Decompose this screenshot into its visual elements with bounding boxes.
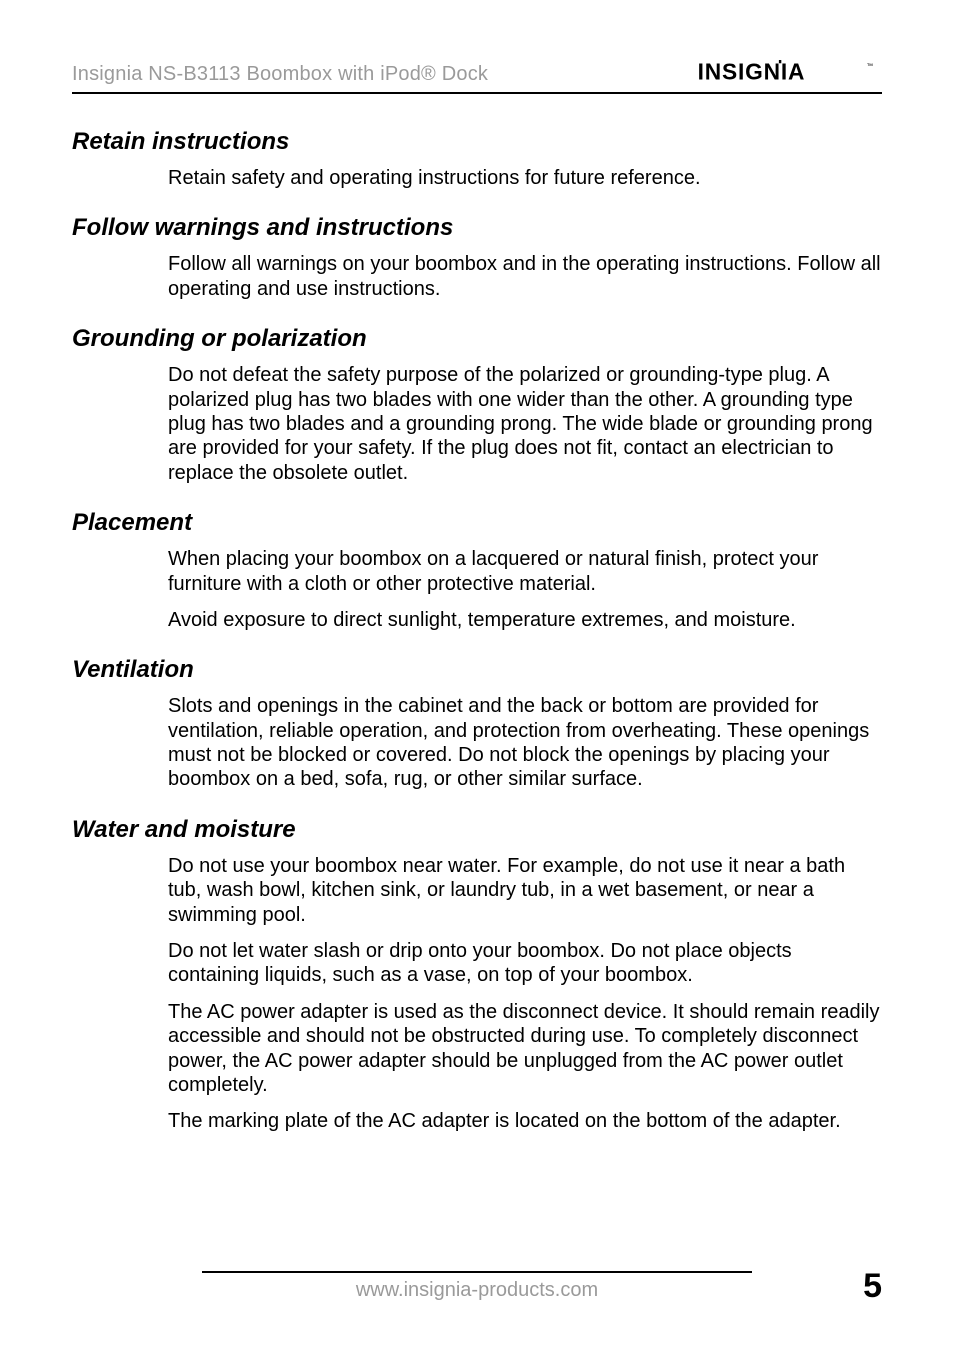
body-paragraph: Do not let water slash or drip onto your… [168,939,882,988]
svg-text:™: ™ [867,63,874,70]
page-number: 5 [863,1267,882,1306]
body-paragraph: The marking plate of the AC adapter is l… [168,1109,882,1133]
content: Retain instructions Retain safety and op… [72,128,882,1134]
footer-rule [202,1271,753,1273]
body-paragraph: Slots and openings in the cabinet and th… [168,694,882,792]
section-heading: Ventilation [72,656,882,684]
page-header: Insignia NS-B3113 Boombox with iPod® Doc… [72,60,882,94]
section-heading: Retain instructions [72,128,882,156]
page-footer: www.insignia-products.com 5 [72,1271,882,1302]
body-paragraph: Do not defeat the safety purpose of the … [168,363,882,485]
footer-url: www.insignia-products.com [356,1279,598,1302]
section-heading: Follow warnings and instructions [72,214,882,242]
section-heading: Grounding or polarization [72,325,882,353]
body-paragraph: Avoid exposure to direct sunlight, tempe… [168,608,882,632]
product-line: Insignia NS-B3113 Boombox with iPod® Doc… [72,63,488,86]
body-paragraph: Retain safety and operating instructions… [168,166,882,190]
footer-row: www.insignia-products.com 5 [72,1279,882,1302]
body-paragraph: Follow all warnings on your boombox and … [168,252,882,301]
svg-text:INSIGNIA: INSIGNIA [698,60,806,85]
body-paragraph: Do not use your boombox near water. For … [168,854,882,927]
section-heading: Placement [72,509,882,537]
body-paragraph: The AC power adapter is used as the disc… [168,1000,882,1098]
section-heading: Water and moisture [72,816,882,844]
body-paragraph: When placing your boombox on a lacquered… [168,547,882,596]
brand-logo: INSIGNIA ™ [692,60,882,86]
